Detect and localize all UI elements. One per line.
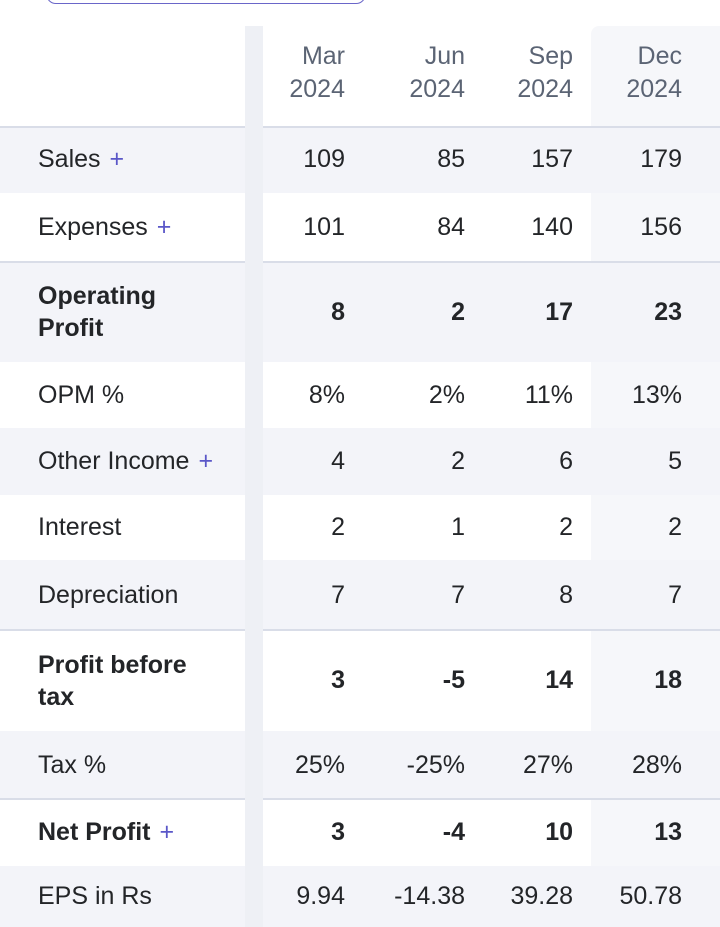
value-cell: 7 <box>451 580 465 609</box>
value-cell: 1 <box>451 513 465 541</box>
section-divider <box>0 629 720 631</box>
section-divider <box>0 261 720 263</box>
value-cell: 25% <box>294 750 345 779</box>
row-label: Profit before tax <box>38 650 187 711</box>
value-cell: 28% <box>631 750 682 779</box>
value-cell: 6 <box>559 447 573 475</box>
expand-plus-icon[interactable]: + <box>156 213 172 241</box>
value-cell: -4 <box>442 818 465 846</box>
table-row: OPM % 8% 2% 11% 13% <box>0 362 720 428</box>
row-label: EPS in Rs <box>38 882 152 910</box>
value-cell: -5 <box>442 666 465 694</box>
table-row[interactable]: Net Profit +3 -4 10 13 <box>0 799 720 866</box>
value-cell: 14 <box>545 666 573 694</box>
row-label: Other Income <box>38 447 190 475</box>
value-cell: 2 <box>668 513 682 541</box>
row-label-cell[interactable]: Other Income + <box>38 428 213 495</box>
row-label: Operating Profit <box>38 282 157 342</box>
table-row: EPS in Rs 9.94 -14.38 39.28 50.78 <box>0 866 720 927</box>
table-row: Tax % 25% -25% 27% 28% <box>0 731 720 799</box>
value-cell: 109 <box>303 145 345 173</box>
row-label-cell: OPM % <box>38 362 124 428</box>
value-cell: 2 <box>451 297 465 326</box>
value-cell: 101 <box>303 213 345 241</box>
value-cell: 18 <box>654 666 682 694</box>
value-cell: 27% <box>522 750 573 779</box>
value-cell: 50.78 <box>619 882 682 910</box>
value-cell: 8 <box>331 297 345 326</box>
top-tab-button[interactable] <box>46 0 366 4</box>
value-cell: 179 <box>640 145 682 173</box>
table-row[interactable]: Sales +109 85 157 179 <box>0 126 720 193</box>
value-cell: 3 <box>331 818 345 846</box>
row-label: Interest <box>38 513 122 541</box>
row-label: Net Profit <box>38 818 151 846</box>
value-cell: -14.38 <box>394 882 465 910</box>
value-cell: -25% <box>406 750 465 779</box>
value-cell: 3 <box>331 666 345 694</box>
value-cell: 10 <box>545 818 573 846</box>
value-cell: 11% <box>524 380 573 409</box>
value-cell: 2 <box>331 513 345 541</box>
column-header-year: 2024 <box>409 75 465 103</box>
sticky-column-divider <box>245 26 263 927</box>
value-cell: 156 <box>640 213 682 241</box>
value-cell: 8% <box>308 380 345 409</box>
column-header-month: Mar <box>301 42 345 70</box>
value-cell: 13% <box>631 380 682 409</box>
section-divider <box>0 798 720 800</box>
value-cell: 84 <box>437 213 465 241</box>
column-header-month: Dec <box>637 42 682 70</box>
value-cell: 23 <box>654 297 682 326</box>
row-label-cell: EPS in Rs <box>38 866 152 927</box>
table-row: Operating Profit 8 2 17 23 <box>0 262 720 362</box>
row-label-cell[interactable]: Expenses + <box>38 193 171 262</box>
column-header-month: Sep <box>528 42 573 70</box>
value-cell: 140 <box>531 213 573 241</box>
row-label-cell: Operating Profit <box>38 262 218 362</box>
row-label-cell[interactable]: Net Profit + <box>38 799 174 866</box>
column-header-year: 2024 <box>626 75 682 103</box>
table-row: Interest 2 1 2 2 <box>0 495 720 560</box>
value-cell: 7 <box>668 580 682 609</box>
value-cell: 2 <box>559 513 573 541</box>
row-label: Depreciation <box>38 580 179 609</box>
value-cell: 17 <box>545 297 573 326</box>
column-header-month: Jun <box>424 42 465 70</box>
row-label: Expenses <box>38 213 148 241</box>
column-header: Mar 2024 <box>235 40 345 106</box>
value-cell: 5 <box>668 447 682 475</box>
row-label-cell: Tax % <box>38 731 106 799</box>
expand-plus-icon[interactable]: + <box>109 145 125 173</box>
value-cell: 2% <box>428 380 465 409</box>
row-label: Tax % <box>38 750 107 779</box>
row-label-cell: Interest <box>38 495 121 560</box>
value-cell: 9.94 <box>296 882 345 910</box>
row-label: OPM % <box>38 380 125 409</box>
column-header: Dec 2024 <box>572 40 682 106</box>
section-divider <box>0 126 720 128</box>
value-cell: 39.28 <box>510 882 573 910</box>
column-header-year: 2024 <box>517 75 573 103</box>
table-row[interactable]: Other Income +4 2 6 5 <box>0 428 720 495</box>
row-label-cell: Depreciation <box>38 560 178 630</box>
row-label-cell[interactable]: Sales + <box>38 126 124 193</box>
row-label-cell: Profit before tax <box>38 630 218 731</box>
value-cell: 7 <box>331 580 345 609</box>
table-row[interactable]: Expenses +101 84 140 156 <box>0 193 720 262</box>
value-cell: 157 <box>531 145 573 173</box>
column-header: Sep 2024 <box>463 40 573 106</box>
table-row: Depreciation 7 7 8 7 <box>0 560 720 630</box>
table-row: Profit before tax 3 -5 14 18 <box>0 630 720 731</box>
value-cell: 13 <box>654 818 682 846</box>
value-cell: 4 <box>331 447 345 475</box>
column-header-year: 2024 <box>289 75 345 103</box>
expand-plus-icon[interactable]: + <box>159 818 175 846</box>
value-cell: 2 <box>451 447 465 475</box>
expand-plus-icon[interactable]: + <box>198 447 214 475</box>
value-cell: 85 <box>437 145 465 173</box>
row-label: Sales <box>38 145 101 173</box>
column-header: Jun 2024 <box>355 40 465 106</box>
value-cell: 8 <box>559 580 573 609</box>
